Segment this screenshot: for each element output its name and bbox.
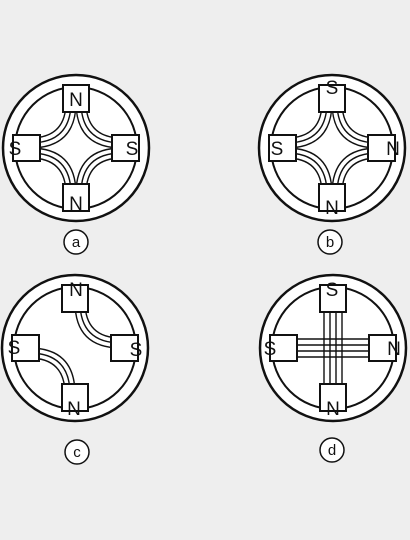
diagram-c: N N S S	[0, 273, 150, 423]
caption-a-text: a	[72, 234, 81, 251]
pole-right: S	[111, 134, 140, 162]
pole-left: S	[268, 134, 297, 162]
pole-label-bottom: N	[325, 198, 339, 219]
diagram-a: N N S S	[1, 73, 151, 223]
pole-label-top: S	[326, 280, 339, 301]
caption-d-text: d	[328, 442, 336, 459]
pole-bottom: N	[62, 183, 90, 215]
caption-b-text: b	[326, 234, 334, 251]
pole-label-right: S	[126, 139, 139, 160]
caption-a: a	[63, 229, 89, 255]
caption-b: b	[317, 229, 343, 255]
pole-label-top: N	[69, 280, 83, 301]
pole-left: S	[8, 334, 40, 362]
pole-bottom: N	[318, 183, 346, 219]
pole-bottom: N	[61, 383, 89, 420]
pole-label-left: S	[8, 338, 21, 359]
pole-label-left: S	[264, 339, 277, 360]
pole-right: N	[368, 334, 401, 362]
pole-label-right: N	[387, 339, 401, 360]
caption-d: d	[319, 437, 345, 463]
field-lines	[287, 302, 379, 394]
pole-left: S	[264, 334, 298, 362]
pole-label-top: N	[69, 90, 83, 111]
pole-label-left: S	[271, 139, 284, 160]
pole-top: S	[319, 280, 347, 313]
caption-c-text: c	[73, 444, 81, 461]
pole-label-bottom: N	[69, 194, 83, 215]
pole-label-top: S	[326, 78, 339, 99]
pole-bottom: N	[319, 383, 347, 420]
pole-label-bottom: N	[326, 399, 340, 420]
pole-label-bottom: N	[67, 399, 81, 420]
pole-left: S	[9, 134, 41, 162]
pole-label-right: N	[386, 139, 400, 160]
diagram-b: S N S N	[257, 73, 407, 223]
pole-right: S	[110, 334, 143, 362]
pole-top: N	[61, 280, 89, 313]
pole-top: S	[318, 78, 346, 113]
pole-right: N	[367, 134, 400, 162]
pole-top: N	[62, 84, 90, 113]
caption-c: c	[64, 439, 90, 465]
diagram-d: S N S N	[258, 273, 408, 423]
pole-label-left: S	[9, 139, 22, 160]
pole-label-right: S	[130, 340, 143, 361]
